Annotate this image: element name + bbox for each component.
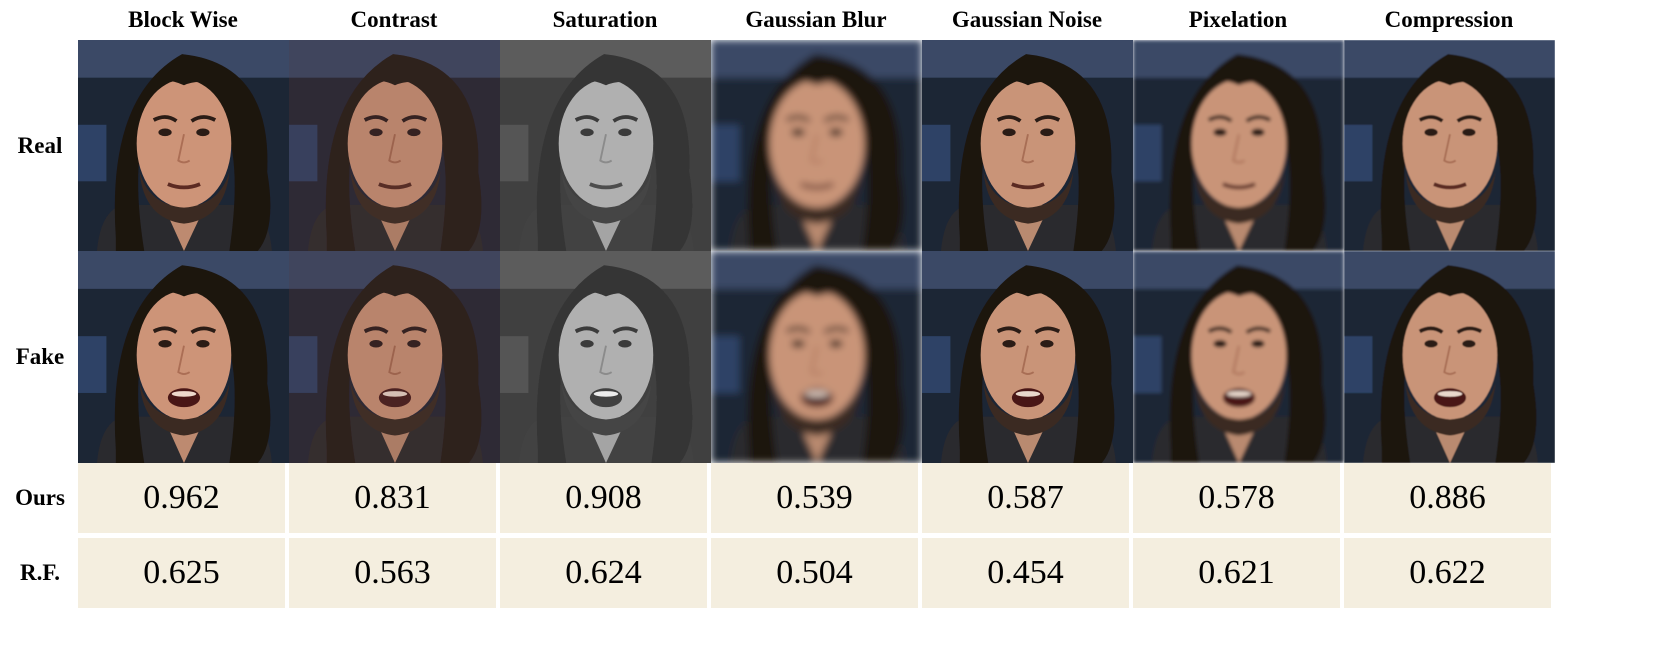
ours-score-cell: 0.831: [289, 463, 496, 533]
ours-score-cell: 0.908: [500, 463, 707, 533]
rf-score-cell: 0.563: [289, 538, 496, 608]
column-header: Compression: [1384, 7, 1514, 32]
column-header: Contrast: [350, 7, 438, 32]
real-face-image: [500, 40, 711, 251]
column-header: Saturation: [552, 7, 658, 32]
rf-score-cell: 0.621: [1133, 538, 1340, 608]
ours-score-cell: 0.539: [711, 463, 918, 533]
rf-score-cell: 0.454: [922, 538, 1129, 608]
rf-score-cell: 0.622: [1344, 538, 1551, 608]
real-face-image: [78, 40, 289, 251]
row-label-rf: R.F.: [19, 560, 61, 585]
real-face-image: [1344, 40, 1555, 251]
fake-face-image: [922, 251, 1133, 463]
row-label-fake: Fake: [15, 344, 65, 369]
ours-score-cell: 0.578: [1133, 463, 1340, 533]
fake-face-image: [500, 251, 711, 463]
fake-face-image: [289, 251, 500, 463]
column-header: Pixelation: [1188, 7, 1288, 32]
column-header: Block Wise: [128, 7, 238, 32]
row-label-real: Real: [17, 132, 63, 158]
real-face-image: [289, 40, 500, 251]
real-face-image: [711, 40, 922, 251]
fake-face-image: [1133, 251, 1344, 463]
real-face-image: [922, 40, 1133, 251]
rf-score-cell: 0.625: [78, 538, 285, 608]
column-header: Gaussian Blur: [745, 7, 887, 32]
fake-face-image: [78, 251, 289, 463]
fake-face-image: [711, 251, 922, 463]
ours-score-cell: 0.886: [1344, 463, 1551, 533]
rf-score-cell: 0.504: [711, 538, 918, 608]
column-header: Gaussian Noise: [951, 7, 1103, 32]
rf-score-cell: 0.624: [500, 538, 707, 608]
real-face-image: [1133, 40, 1344, 251]
fake-face-image: [1344, 251, 1555, 463]
ours-score-cell: 0.587: [922, 463, 1129, 533]
ours-score-cell: 0.962: [78, 463, 285, 533]
row-label-ours: Ours: [15, 485, 65, 510]
